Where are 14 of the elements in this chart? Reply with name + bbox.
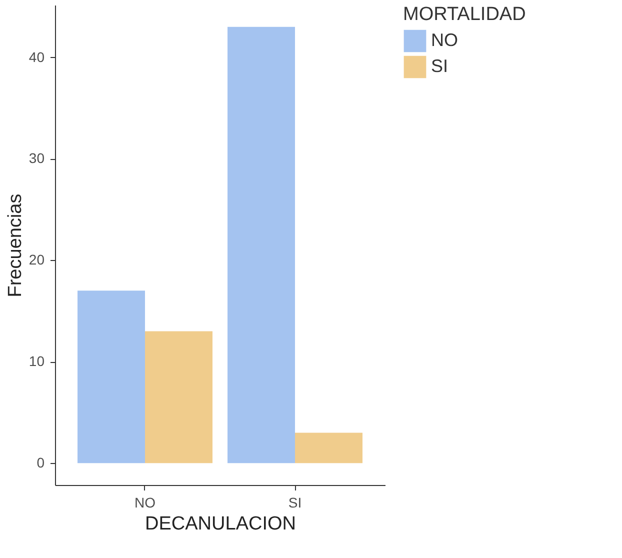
bar xyxy=(78,290,145,464)
y-tick-label: 20 xyxy=(28,252,45,268)
bar xyxy=(295,432,362,464)
bar xyxy=(228,26,295,464)
y-tick-label: 0 xyxy=(36,454,45,471)
legend-label: NO xyxy=(431,30,458,50)
y-tick-label: 30 xyxy=(28,150,45,166)
y-tick-label: 10 xyxy=(28,353,45,370)
y-axis-title: Frecuencias xyxy=(4,194,26,298)
y-tick-label: 40 xyxy=(28,48,45,65)
legend-label: SI xyxy=(431,56,448,76)
legend-title: MORTALIDAD xyxy=(403,4,526,25)
bar xyxy=(145,331,212,464)
x-axis-title: DECANULACION xyxy=(145,514,296,534)
